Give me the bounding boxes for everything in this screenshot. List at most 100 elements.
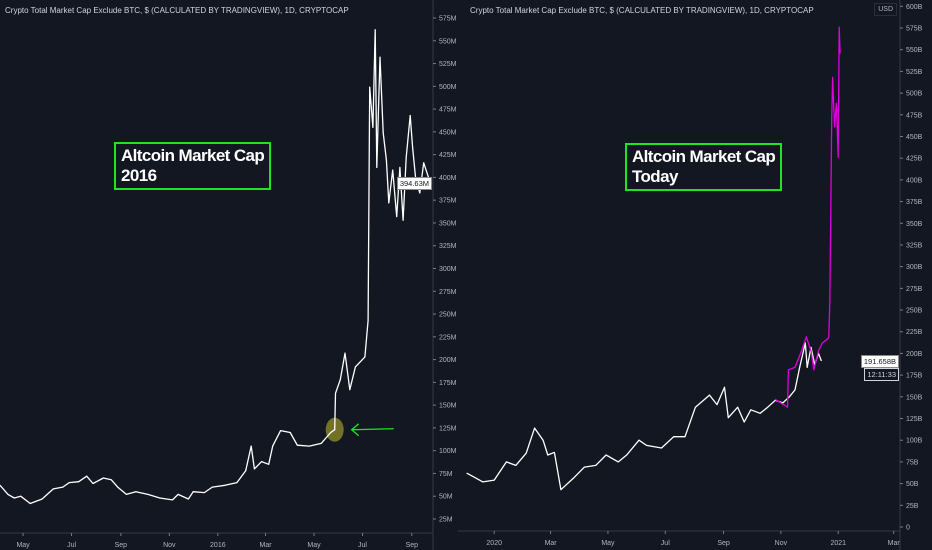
annotation-today[interactable]: Altcoin Market Cap Today	[625, 143, 783, 191]
right-data-point	[799, 366, 801, 368]
right-data-point	[787, 369, 789, 371]
left-y-tick-label: 300M	[439, 266, 457, 273]
right-data-point	[794, 389, 796, 391]
left-data-point	[423, 162, 425, 164]
left-data-point	[379, 56, 381, 58]
left-data-point	[369, 86, 371, 88]
left-data-point	[385, 159, 387, 161]
left-x-tick-label: May	[16, 542, 30, 549]
left-data-point	[78, 481, 80, 483]
right-data-point	[806, 366, 808, 368]
right-data-point	[831, 119, 833, 121]
right-data-point	[743, 421, 745, 423]
right-data-point	[525, 452, 527, 454]
left-data-point	[339, 379, 341, 381]
currency-button[interactable]: USD	[874, 3, 897, 16]
right-y-tick-label: 300B	[906, 264, 923, 271]
right-data-point	[553, 451, 555, 453]
left-y-tick-label: 350M	[439, 220, 457, 227]
bar-countdown-label: 12:11:33	[864, 368, 899, 381]
left-data-point	[20, 495, 22, 497]
left-y-tick-label: 275M	[439, 289, 457, 296]
annotation-2016[interactable]: Altcoin Market Cap 2016	[114, 142, 272, 190]
right-data-point	[542, 439, 544, 441]
right-y-tick-label: 375B	[906, 199, 923, 206]
left-y-tick-label: 100M	[439, 448, 457, 455]
right-data-point	[572, 477, 574, 479]
right-x-tick-label: 2020	[486, 540, 502, 547]
left-data-point	[147, 493, 149, 495]
right-data-point	[737, 406, 739, 408]
right-data-point	[833, 126, 835, 128]
right-data-point	[810, 350, 812, 352]
right-data-point	[708, 394, 710, 396]
right-y-tick-label: 50B	[906, 481, 919, 488]
left-data-point	[349, 389, 351, 391]
right-data-point	[617, 461, 619, 463]
right-data-point	[595, 464, 597, 466]
right-y-tick-label: 450B	[906, 134, 923, 141]
left-data-point	[396, 216, 398, 218]
green-arrow-icon	[350, 423, 394, 437]
right-y-tick-label: 275B	[906, 286, 923, 293]
right-y-tick-label: 200B	[906, 351, 923, 358]
right-data-point	[820, 360, 822, 362]
right-x-tick-label: 2021	[830, 540, 846, 547]
left-data-point	[402, 219, 404, 221]
right-data-point	[724, 386, 725, 388]
right-y-tick-label: 425B	[906, 156, 923, 163]
left-y-tick-label: 400M	[439, 175, 457, 182]
right-y-tick-label: 225B	[906, 329, 923, 336]
right-data-point	[835, 103, 837, 105]
left-y-tick-label: 550M	[439, 38, 457, 45]
left-data-point	[0, 484, 1, 486]
right-last-price-label: 191.658B	[860, 355, 899, 368]
left-data-point	[236, 482, 238, 484]
left-y-tick-label: 225M	[439, 334, 457, 341]
right-x-tick-label: Sep	[717, 540, 730, 547]
left-x-tick-label: Sep	[406, 542, 419, 549]
left-x-tick-label: 2016	[210, 542, 226, 549]
right-data-point	[493, 479, 495, 481]
right-data-point	[827, 338, 829, 340]
left-data-point	[211, 486, 213, 488]
left-data-point	[334, 429, 336, 431]
right-chart-title: Crypto Total Market Cap Exclude BTC, $ (…	[470, 6, 814, 15]
right-data-point	[505, 461, 507, 463]
left-y-tick-label: 575M	[439, 16, 457, 23]
right-data-point	[605, 454, 607, 456]
left-data-point	[376, 166, 378, 168]
right-y-tick-label: 475B	[906, 112, 923, 119]
right-data-point	[560, 489, 562, 491]
right-data-point	[645, 444, 647, 446]
right-y-tick-label: 75B	[906, 459, 919, 466]
left-data-point	[409, 114, 411, 116]
left-data-point	[364, 356, 366, 358]
right-data-point	[829, 302, 831, 304]
right-data-point	[828, 336, 830, 338]
right-data-point	[767, 406, 769, 408]
right-x-tick-label: May	[601, 540, 615, 547]
right-series-line-1	[774, 26, 841, 408]
left-data-point	[367, 319, 369, 321]
left-y-tick-label: 175M	[439, 380, 457, 387]
left-y-tick-label: 325M	[439, 243, 457, 250]
left-data-point	[250, 445, 252, 447]
left-last-price-label: 394.63M	[396, 177, 432, 190]
right-data-point	[694, 406, 696, 408]
left-y-tick-label: 475M	[439, 107, 457, 114]
right-data-point	[547, 454, 549, 456]
left-series-line-0	[0, 29, 431, 505]
left-y-tick-label: 525M	[439, 61, 457, 68]
right-data-point	[786, 406, 788, 408]
left-data-point	[405, 156, 407, 158]
right-data-point	[750, 409, 752, 411]
right-data-point	[832, 76, 834, 78]
left-data-point	[392, 169, 394, 171]
left-data-point	[280, 430, 282, 432]
right-data-point	[838, 26, 840, 28]
right-y-tick-label: 500B	[906, 91, 923, 98]
left-data-point	[125, 493, 127, 495]
left-y-tick-label: 200M	[439, 357, 457, 364]
left-data-point	[419, 192, 421, 194]
